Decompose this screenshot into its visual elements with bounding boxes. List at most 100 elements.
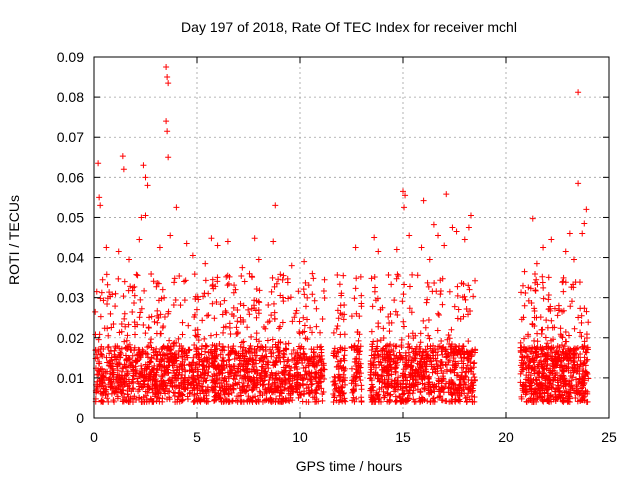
data-point — [301, 291, 308, 298]
data-point — [536, 379, 543, 386]
chart-title: Day 197 of 2018, Rate Of TEC Index for r… — [181, 19, 517, 35]
data-point — [219, 343, 226, 350]
data-point — [539, 394, 546, 401]
data-point — [245, 358, 252, 365]
data-point — [237, 372, 244, 379]
data-point — [380, 345, 387, 352]
data-point — [226, 324, 233, 331]
data-point — [95, 371, 102, 378]
data-point — [132, 331, 139, 338]
data-point — [195, 337, 202, 344]
data-point — [212, 354, 219, 361]
data-point — [268, 353, 275, 360]
data-point — [552, 371, 559, 378]
data-point — [136, 351, 143, 358]
data-point — [358, 303, 365, 310]
data-point — [286, 378, 293, 385]
data-point — [319, 397, 326, 404]
data-point — [181, 348, 188, 355]
data-point — [438, 397, 445, 404]
data-point — [234, 330, 241, 337]
data-point — [161, 358, 168, 365]
data-point — [201, 335, 208, 342]
data-point — [114, 393, 121, 400]
x-tick-label: 25 — [601, 429, 617, 445]
data-point — [285, 397, 292, 404]
data-point — [95, 360, 102, 367]
x-tick-label: 20 — [498, 429, 514, 445]
data-point — [565, 393, 572, 400]
data-point — [357, 273, 364, 280]
x-axis-label: GPS time / hours — [296, 458, 403, 474]
data-point — [220, 324, 227, 331]
data-point — [279, 381, 286, 388]
data-point — [577, 357, 584, 364]
data-point — [581, 305, 588, 312]
data-point — [550, 376, 557, 383]
data-point — [266, 318, 273, 325]
data-point — [234, 307, 241, 314]
data-point — [554, 343, 561, 350]
data-point — [443, 362, 450, 369]
data-point — [175, 393, 182, 400]
data-point — [148, 336, 155, 343]
data-point — [301, 258, 308, 265]
data-point — [125, 343, 132, 350]
data-point — [119, 390, 126, 397]
data-point — [413, 379, 420, 386]
data-point — [582, 348, 589, 355]
data-point — [214, 242, 221, 249]
data-point — [417, 330, 424, 337]
data-point — [417, 397, 424, 404]
data-point — [285, 295, 292, 302]
data-point — [248, 333, 255, 340]
data-point — [468, 380, 475, 387]
data-point — [468, 393, 475, 400]
data-point — [124, 332, 131, 339]
data-point — [131, 393, 138, 400]
data-point — [246, 345, 253, 352]
data-point — [224, 282, 231, 289]
data-point — [219, 311, 226, 318]
data-point — [259, 392, 266, 399]
x-tick-label: 15 — [395, 429, 411, 445]
data-point — [120, 166, 127, 173]
data-point — [418, 375, 425, 382]
data-point — [556, 393, 563, 400]
data-point — [425, 316, 432, 323]
data-point — [225, 344, 232, 351]
data-point — [544, 362, 551, 369]
data-point — [330, 398, 337, 405]
data-point — [377, 337, 384, 344]
data-point — [246, 354, 253, 361]
data-point — [200, 362, 207, 369]
data-point — [214, 364, 221, 371]
data-point — [239, 350, 246, 357]
data-point — [340, 364, 347, 371]
data-point — [182, 367, 189, 374]
data-point — [568, 284, 575, 291]
data-point — [425, 383, 432, 390]
data-point — [313, 371, 320, 378]
data-point — [213, 299, 220, 306]
data-point — [199, 317, 206, 324]
data-point — [154, 280, 161, 287]
data-point — [390, 358, 397, 364]
data-point — [386, 319, 393, 326]
data-point — [420, 197, 427, 204]
data-point — [566, 379, 573, 386]
data-point — [133, 396, 140, 403]
data-point — [268, 312, 275, 319]
data-point — [294, 352, 301, 359]
data-point — [189, 252, 196, 259]
data-point — [280, 272, 287, 279]
data-point — [393, 364, 400, 371]
data-point — [282, 345, 289, 352]
data-point — [579, 230, 586, 237]
data-point — [531, 307, 538, 314]
data-point — [170, 389, 177, 396]
data-point — [207, 332, 214, 339]
data-point — [414, 272, 421, 279]
data-point — [556, 364, 563, 371]
data-point — [253, 352, 260, 359]
